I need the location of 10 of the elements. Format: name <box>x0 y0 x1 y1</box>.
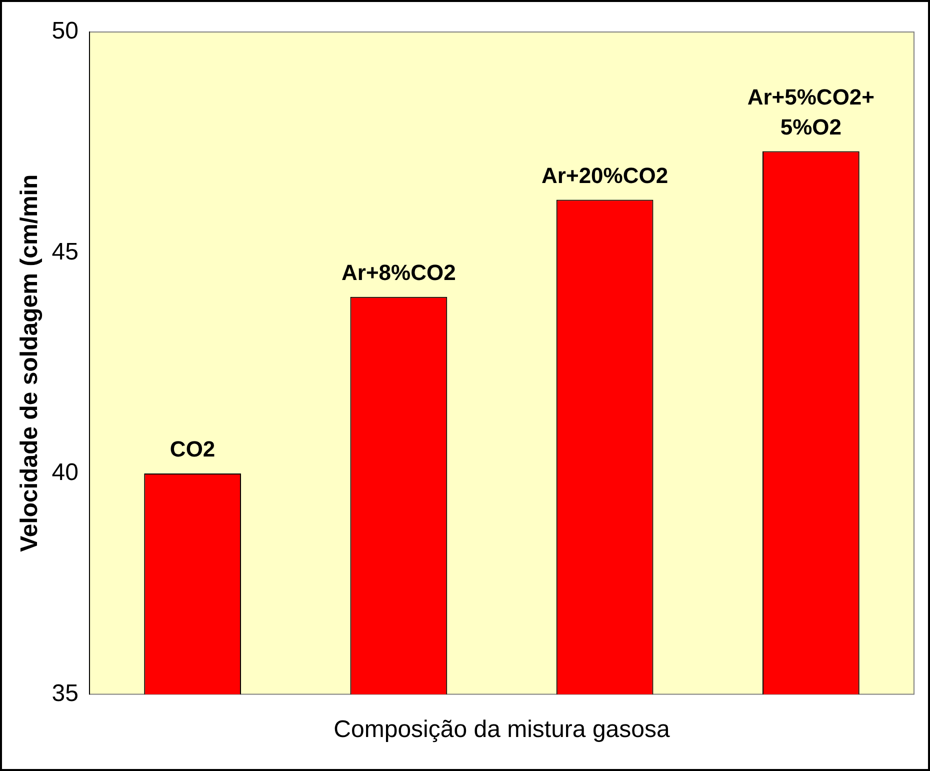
x-tick-label: Ar+20%CO2 <box>542 162 668 188</box>
y-tick-label: 35 <box>52 680 78 707</box>
y-axis-title: Velocidade de soldagem (cm/min <box>16 174 44 552</box>
y-tick-label: 50 <box>52 18 78 45</box>
x-tick-label: CO2 <box>170 436 216 462</box>
x-tick-label: Ar+8%CO2 <box>342 260 456 285</box>
x-tick-label: Ar+5%CO2+5%O2 <box>747 84 875 140</box>
y-tick-label: 40 <box>52 459 78 486</box>
x-axis-title: Composição da mistura gasosa <box>334 716 670 744</box>
y-tick-label: 45 <box>52 238 78 266</box>
